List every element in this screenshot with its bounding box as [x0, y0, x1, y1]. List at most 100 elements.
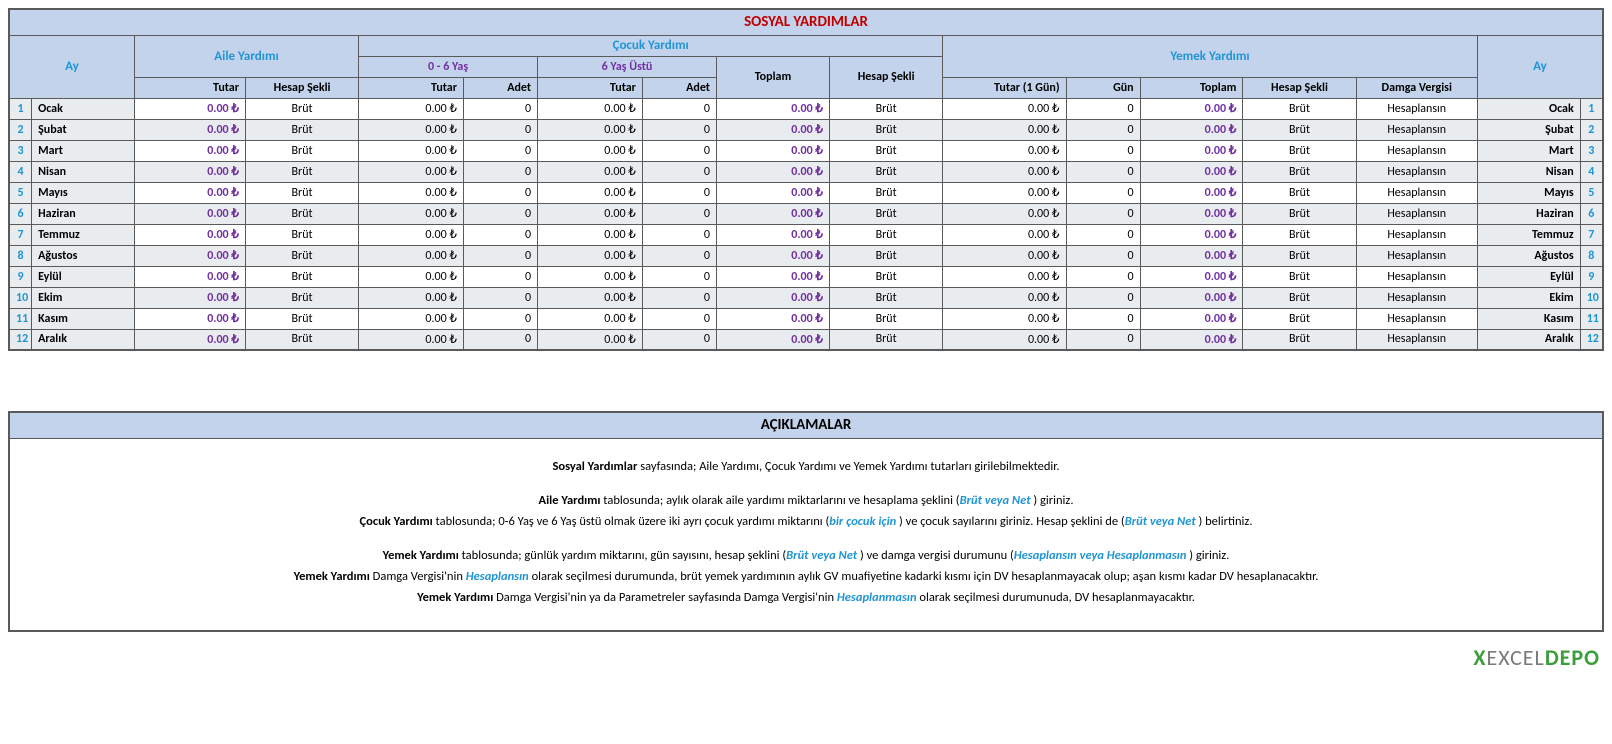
yemek-hesap[interactable]: Brüt	[1243, 245, 1356, 266]
yemek-gun[interactable]: 0	[1066, 224, 1140, 245]
c6u-tutar[interactable]: 0.00 ₺	[538, 140, 643, 161]
aile-hesap[interactable]: Brüt	[246, 245, 359, 266]
yemek-gun[interactable]: 0	[1066, 119, 1140, 140]
yemek-hesap[interactable]: Brüt	[1243, 224, 1356, 245]
aile-hesap[interactable]: Brüt	[246, 161, 359, 182]
aile-tutar[interactable]: 0.00 ₺	[134, 224, 245, 245]
c6u-adet[interactable]: 0	[642, 224, 716, 245]
c06-tutar[interactable]: 0.00 ₺	[359, 203, 464, 224]
c6u-tutar[interactable]: 0.00 ₺	[538, 203, 643, 224]
aile-hesap[interactable]: Brüt	[246, 287, 359, 308]
c06-tutar[interactable]: 0.00 ₺	[359, 182, 464, 203]
aile-tutar[interactable]: 0.00 ₺	[134, 266, 245, 287]
yemek-hesap[interactable]: Brüt	[1243, 308, 1356, 329]
yemek-gun[interactable]: 0	[1066, 182, 1140, 203]
aile-tutar[interactable]: 0.00 ₺	[134, 308, 245, 329]
c6u-adet[interactable]: 0	[642, 203, 716, 224]
yemek-damga[interactable]: Hesaplansın	[1356, 224, 1477, 245]
aile-tutar[interactable]: 0.00 ₺	[134, 140, 245, 161]
aile-tutar[interactable]: 0.00 ₺	[134, 161, 245, 182]
c6u-tutar[interactable]: 0.00 ₺	[538, 161, 643, 182]
c6u-adet[interactable]: 0	[642, 161, 716, 182]
cocuk-hesap[interactable]: Brüt	[830, 140, 943, 161]
yemek-damga[interactable]: Hesaplansın	[1356, 329, 1477, 350]
yemek-gun[interactable]: 0	[1066, 245, 1140, 266]
aile-tutar[interactable]: 0.00 ₺	[134, 203, 245, 224]
cocuk-hesap[interactable]: Brüt	[830, 287, 943, 308]
c6u-tutar[interactable]: 0.00 ₺	[538, 266, 643, 287]
c06-adet[interactable]: 0	[464, 161, 538, 182]
c06-adet[interactable]: 0	[464, 287, 538, 308]
aile-hesap[interactable]: Brüt	[246, 266, 359, 287]
yemek-gun[interactable]: 0	[1066, 329, 1140, 350]
yemek-tutar1g[interactable]: 0.00 ₺	[943, 287, 1066, 308]
yemek-tutar1g[interactable]: 0.00 ₺	[943, 98, 1066, 119]
cocuk-hesap[interactable]: Brüt	[830, 329, 943, 350]
aile-tutar[interactable]: 0.00 ₺	[134, 287, 245, 308]
yemek-gun[interactable]: 0	[1066, 287, 1140, 308]
c06-adet[interactable]: 0	[464, 203, 538, 224]
c06-adet[interactable]: 0	[464, 329, 538, 350]
c6u-adet[interactable]: 0	[642, 119, 716, 140]
c06-adet[interactable]: 0	[464, 182, 538, 203]
aile-hesap[interactable]: Brüt	[246, 203, 359, 224]
yemek-damga[interactable]: Hesaplansın	[1356, 266, 1477, 287]
yemek-gun[interactable]: 0	[1066, 266, 1140, 287]
c06-tutar[interactable]: 0.00 ₺	[359, 224, 464, 245]
aile-hesap[interactable]: Brüt	[246, 308, 359, 329]
yemek-tutar1g[interactable]: 0.00 ₺	[943, 245, 1066, 266]
yemek-hesap[interactable]: Brüt	[1243, 161, 1356, 182]
yemek-damga[interactable]: Hesaplansın	[1356, 287, 1477, 308]
yemek-hesap[interactable]: Brüt	[1243, 140, 1356, 161]
yemek-gun[interactable]: 0	[1066, 140, 1140, 161]
aile-tutar[interactable]: 0.00 ₺	[134, 329, 245, 350]
c6u-tutar[interactable]: 0.00 ₺	[538, 98, 643, 119]
yemek-hesap[interactable]: Brüt	[1243, 266, 1356, 287]
c06-adet[interactable]: 0	[464, 140, 538, 161]
yemek-hesap[interactable]: Brüt	[1243, 203, 1356, 224]
yemek-damga[interactable]: Hesaplansın	[1356, 203, 1477, 224]
aile-hesap[interactable]: Brüt	[246, 182, 359, 203]
yemek-tutar1g[interactable]: 0.00 ₺	[943, 266, 1066, 287]
yemek-tutar1g[interactable]: 0.00 ₺	[943, 329, 1066, 350]
yemek-tutar1g[interactable]: 0.00 ₺	[943, 224, 1066, 245]
c6u-adet[interactable]: 0	[642, 266, 716, 287]
cocuk-hesap[interactable]: Brüt	[830, 224, 943, 245]
c06-tutar[interactable]: 0.00 ₺	[359, 308, 464, 329]
c6u-adet[interactable]: 0	[642, 287, 716, 308]
c06-adet[interactable]: 0	[464, 98, 538, 119]
yemek-hesap[interactable]: Brüt	[1243, 287, 1356, 308]
aile-tutar[interactable]: 0.00 ₺	[134, 98, 245, 119]
cocuk-hesap[interactable]: Brüt	[830, 161, 943, 182]
cocuk-hesap[interactable]: Brüt	[830, 245, 943, 266]
yemek-tutar1g[interactable]: 0.00 ₺	[943, 161, 1066, 182]
yemek-damga[interactable]: Hesaplansın	[1356, 245, 1477, 266]
yemek-damga[interactable]: Hesaplansın	[1356, 161, 1477, 182]
aile-tutar[interactable]: 0.00 ₺	[134, 119, 245, 140]
yemek-gun[interactable]: 0	[1066, 161, 1140, 182]
c06-tutar[interactable]: 0.00 ₺	[359, 119, 464, 140]
c6u-adet[interactable]: 0	[642, 182, 716, 203]
yemek-gun[interactable]: 0	[1066, 308, 1140, 329]
c06-adet[interactable]: 0	[464, 245, 538, 266]
c06-tutar[interactable]: 0.00 ₺	[359, 245, 464, 266]
yemek-gun[interactable]: 0	[1066, 203, 1140, 224]
c6u-adet[interactable]: 0	[642, 329, 716, 350]
aile-hesap[interactable]: Brüt	[246, 98, 359, 119]
c06-tutar[interactable]: 0.00 ₺	[359, 161, 464, 182]
c6u-tutar[interactable]: 0.00 ₺	[538, 329, 643, 350]
yemek-tutar1g[interactable]: 0.00 ₺	[943, 308, 1066, 329]
cocuk-hesap[interactable]: Brüt	[830, 98, 943, 119]
c6u-adet[interactable]: 0	[642, 140, 716, 161]
c06-tutar[interactable]: 0.00 ₺	[359, 287, 464, 308]
yemek-damga[interactable]: Hesaplansın	[1356, 119, 1477, 140]
yemek-hesap[interactable]: Brüt	[1243, 119, 1356, 140]
cocuk-hesap[interactable]: Brüt	[830, 203, 943, 224]
yemek-damga[interactable]: Hesaplansın	[1356, 140, 1477, 161]
yemek-gun[interactable]: 0	[1066, 98, 1140, 119]
c6u-adet[interactable]: 0	[642, 245, 716, 266]
aile-tutar[interactable]: 0.00 ₺	[134, 182, 245, 203]
yemek-tutar1g[interactable]: 0.00 ₺	[943, 119, 1066, 140]
yemek-hesap[interactable]: Brüt	[1243, 329, 1356, 350]
yemek-tutar1g[interactable]: 0.00 ₺	[943, 140, 1066, 161]
